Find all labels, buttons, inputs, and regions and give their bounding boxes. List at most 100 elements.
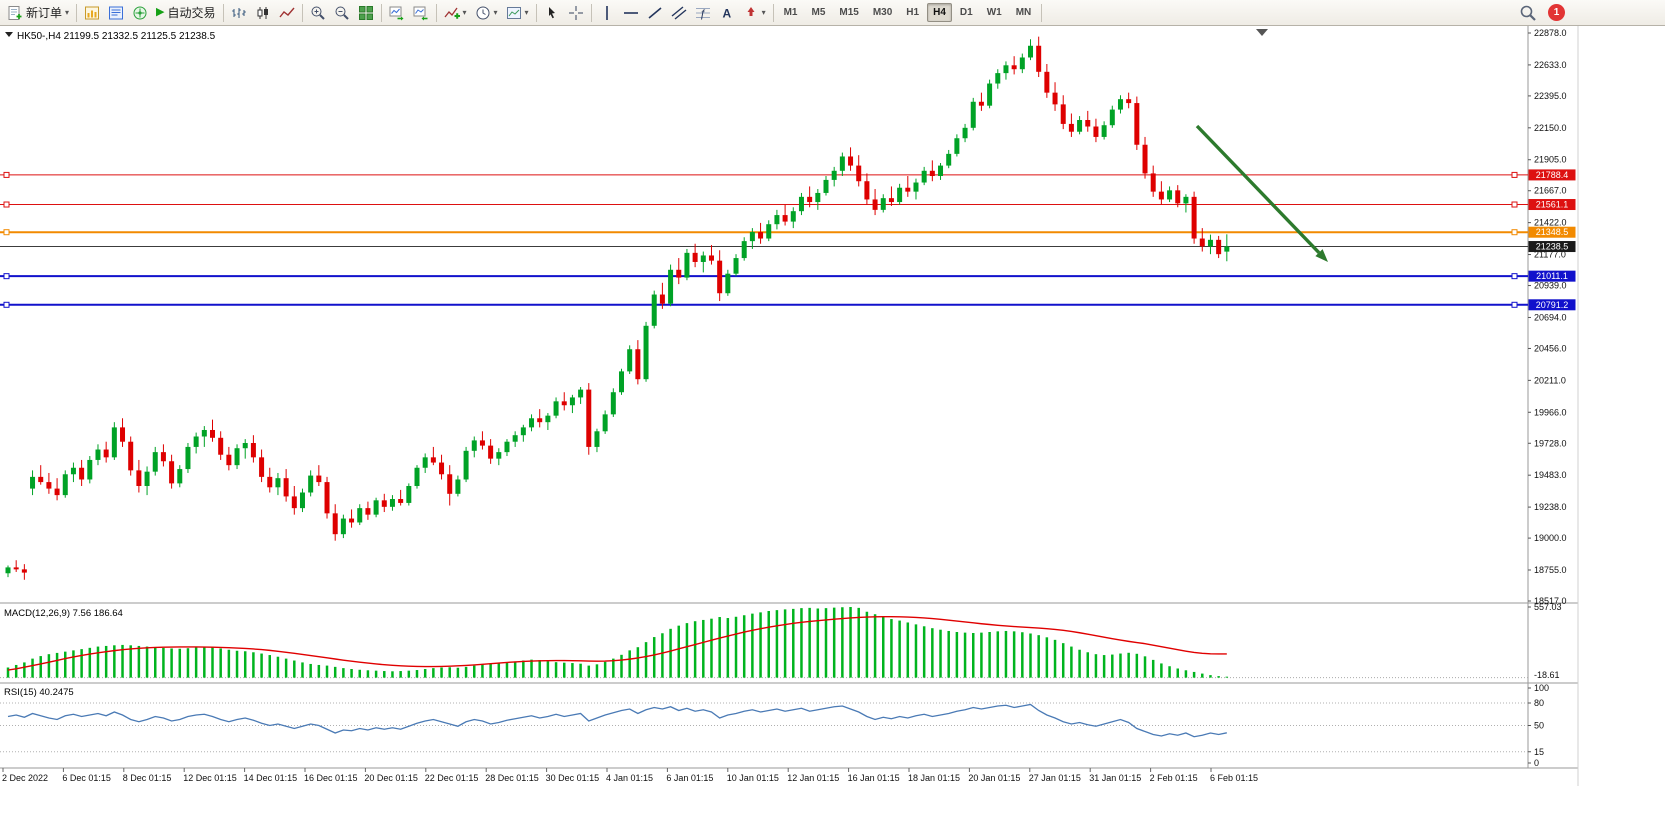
trendline-icon (648, 6, 662, 19)
candlestick-button[interactable] (251, 2, 275, 24)
panel-frame (0, 26, 1579, 786)
trend-arrow[interactable] (1195, 124, 1328, 262)
svg-text:22633.0: 22633.0 (1534, 60, 1567, 70)
svg-text:20694.0: 20694.0 (1534, 312, 1567, 322)
separator (435, 3, 437, 22)
vertical-line-button[interactable] (595, 2, 619, 24)
chevron-down-icon: ▾ (493, 7, 498, 17)
timeframe-m30[interactable]: M30 (867, 3, 898, 22)
templates-button[interactable]: ▾ (502, 2, 533, 24)
svg-text:18 Jan 01:15: 18 Jan 01:15 (908, 773, 960, 783)
zoom-out-button[interactable] (330, 2, 354, 24)
svg-text:21561.1: 21561.1 (1536, 200, 1569, 210)
chevron-down-icon: ▾ (65, 7, 70, 17)
svg-text:18517.0: 18517.0 (1534, 596, 1567, 606)
timeframe-d1[interactable]: D1 (954, 3, 979, 22)
collapse-triangle-icon[interactable] (5, 32, 13, 37)
svg-text:22395.0: 22395.0 (1534, 91, 1567, 101)
svg-text:4 Jan 01:15: 4 Jan 01:15 (606, 773, 653, 783)
horizontal-line[interactable] (0, 301, 1528, 308)
market-watch-icon (85, 6, 100, 19)
timeframe-h1[interactable]: H1 (900, 3, 925, 22)
indicators-button[interactable]: ▾ (440, 2, 471, 24)
separator (222, 3, 224, 22)
timeframe-m5[interactable]: M5 (805, 3, 831, 22)
horizontal-line[interactable] (0, 229, 1528, 236)
crosshair-button[interactable] (564, 2, 588, 24)
horizontal-line[interactable] (0, 171, 1528, 178)
macd-signal-line (7, 615, 1227, 671)
svg-text:22 Dec 01:15: 22 Dec 01:15 (425, 773, 479, 783)
notification-badge[interactable]: 1 (1548, 4, 1565, 21)
svg-text:22150.0: 22150.0 (1534, 123, 1567, 133)
zoom-in-icon (311, 6, 325, 20)
channel-icon (671, 5, 687, 20)
timeframe-m15[interactable]: M15 (833, 3, 864, 22)
timeframe-m1[interactable]: M1 (778, 3, 804, 22)
rsi-panel: RSI(15) 40.2475 100 80 50 150 (0, 683, 1549, 768)
svg-text:12 Dec 01:15: 12 Dec 01:15 (183, 773, 237, 783)
channel-button[interactable] (667, 2, 691, 24)
svg-text:21011.1: 21011.1 (1536, 271, 1568, 281)
tile-windows-button[interactable] (354, 2, 378, 24)
horizontal-line-button[interactable] (619, 2, 643, 24)
new-order-button[interactable]: 新订单 ▾ (3, 2, 73, 24)
indicators-icon (444, 7, 460, 19)
svg-text:21667.0: 21667.0 (1534, 186, 1567, 196)
search-button[interactable] (1519, 4, 1537, 22)
horizontal-lines[interactable] (0, 171, 1528, 308)
svg-text:19728.0: 19728.0 (1534, 438, 1567, 448)
chart-shift-button[interactable] (409, 2, 433, 24)
svg-text:0: 0 (1534, 758, 1539, 768)
svg-text:12 Jan 01:15: 12 Jan 01:15 (787, 773, 839, 783)
chart-canvas[interactable]: 22878.0 22633.0 22395.0 22150.0 21905.0 21667… (0, 26, 1665, 837)
svg-text:6 Dec 01:15: 6 Dec 01:15 (62, 773, 111, 783)
autotrading-button[interactable]: ▶ 自动交易 (152, 2, 219, 24)
trendline-button[interactable] (643, 2, 667, 24)
svg-text:6 Jan 01:15: 6 Jan 01:15 (666, 773, 713, 783)
svg-text:20 Jan 01:15: 20 Jan 01:15 (968, 773, 1020, 783)
bar-chart-button[interactable] (227, 2, 251, 24)
zoom-out-icon (335, 6, 349, 20)
periods-button[interactable]: ▾ (471, 2, 502, 24)
timeframe-w1[interactable]: W1 (981, 3, 1008, 22)
svg-text:30 Dec 01:15: 30 Dec 01:15 (546, 773, 600, 783)
svg-text:-18.61: -18.61 (1534, 670, 1560, 680)
separator (301, 3, 303, 22)
text-tool-button[interactable]: A (715, 2, 739, 24)
cursor-button[interactable] (540, 2, 564, 24)
svg-text:557.03: 557.03 (1534, 602, 1562, 612)
toolbar: 新订单 ▾ ▶ 自动交易 ▾ ▾ (0, 0, 1665, 26)
macd-histogram (6, 607, 1229, 678)
timeframe-h4[interactable]: H4 (927, 3, 952, 22)
svg-text:2 Feb 01:15: 2 Feb 01:15 (1150, 773, 1198, 783)
horizontal-line[interactable] (0, 273, 1528, 280)
chevron-down-icon: ▾ (462, 7, 467, 17)
svg-text:50: 50 (1534, 721, 1544, 731)
zoom-in-button[interactable] (306, 2, 330, 24)
chart-shift-marker[interactable] (1256, 29, 1268, 36)
navigator-button[interactable] (128, 2, 152, 24)
svg-text:20211.0: 20211.0 (1534, 375, 1566, 385)
template-icon (506, 6, 521, 19)
line-chart-button[interactable] (275, 2, 299, 24)
timeframe-mn[interactable]: MN (1010, 3, 1038, 22)
chart-title: HK50-,H4 21199.5 21332.5 21125.5 21238.5 (17, 31, 216, 42)
arrows-tool-button[interactable]: ▾ (739, 2, 770, 24)
auto-scroll-button[interactable] (385, 2, 409, 24)
new-order-label: 新订单 (26, 6, 63, 20)
horizontal-line[interactable] (0, 201, 1528, 208)
svg-text:100: 100 (1534, 683, 1549, 693)
svg-text:ƒ: ƒ (700, 8, 706, 20)
fibonacci-button[interactable]: ƒ (691, 2, 715, 24)
rsi-line (7, 703, 1227, 738)
svg-text:A: A (722, 6, 731, 20)
data-window-button[interactable] (104, 2, 128, 24)
macd-panel: MACD(12,26,9) 7.56 186.64 557.03 -18.61 (0, 602, 1562, 680)
svg-text:21177.0: 21177.0 (1534, 250, 1566, 260)
autotrading-label: 自动交易 (167, 6, 216, 20)
macd-label: MACD(12,26,9) 7.56 186.64 (4, 608, 123, 619)
market-watch-button[interactable] (80, 2, 104, 24)
clock-icon (476, 6, 490, 19)
svg-text:16 Jan 01:15: 16 Jan 01:15 (848, 773, 900, 783)
